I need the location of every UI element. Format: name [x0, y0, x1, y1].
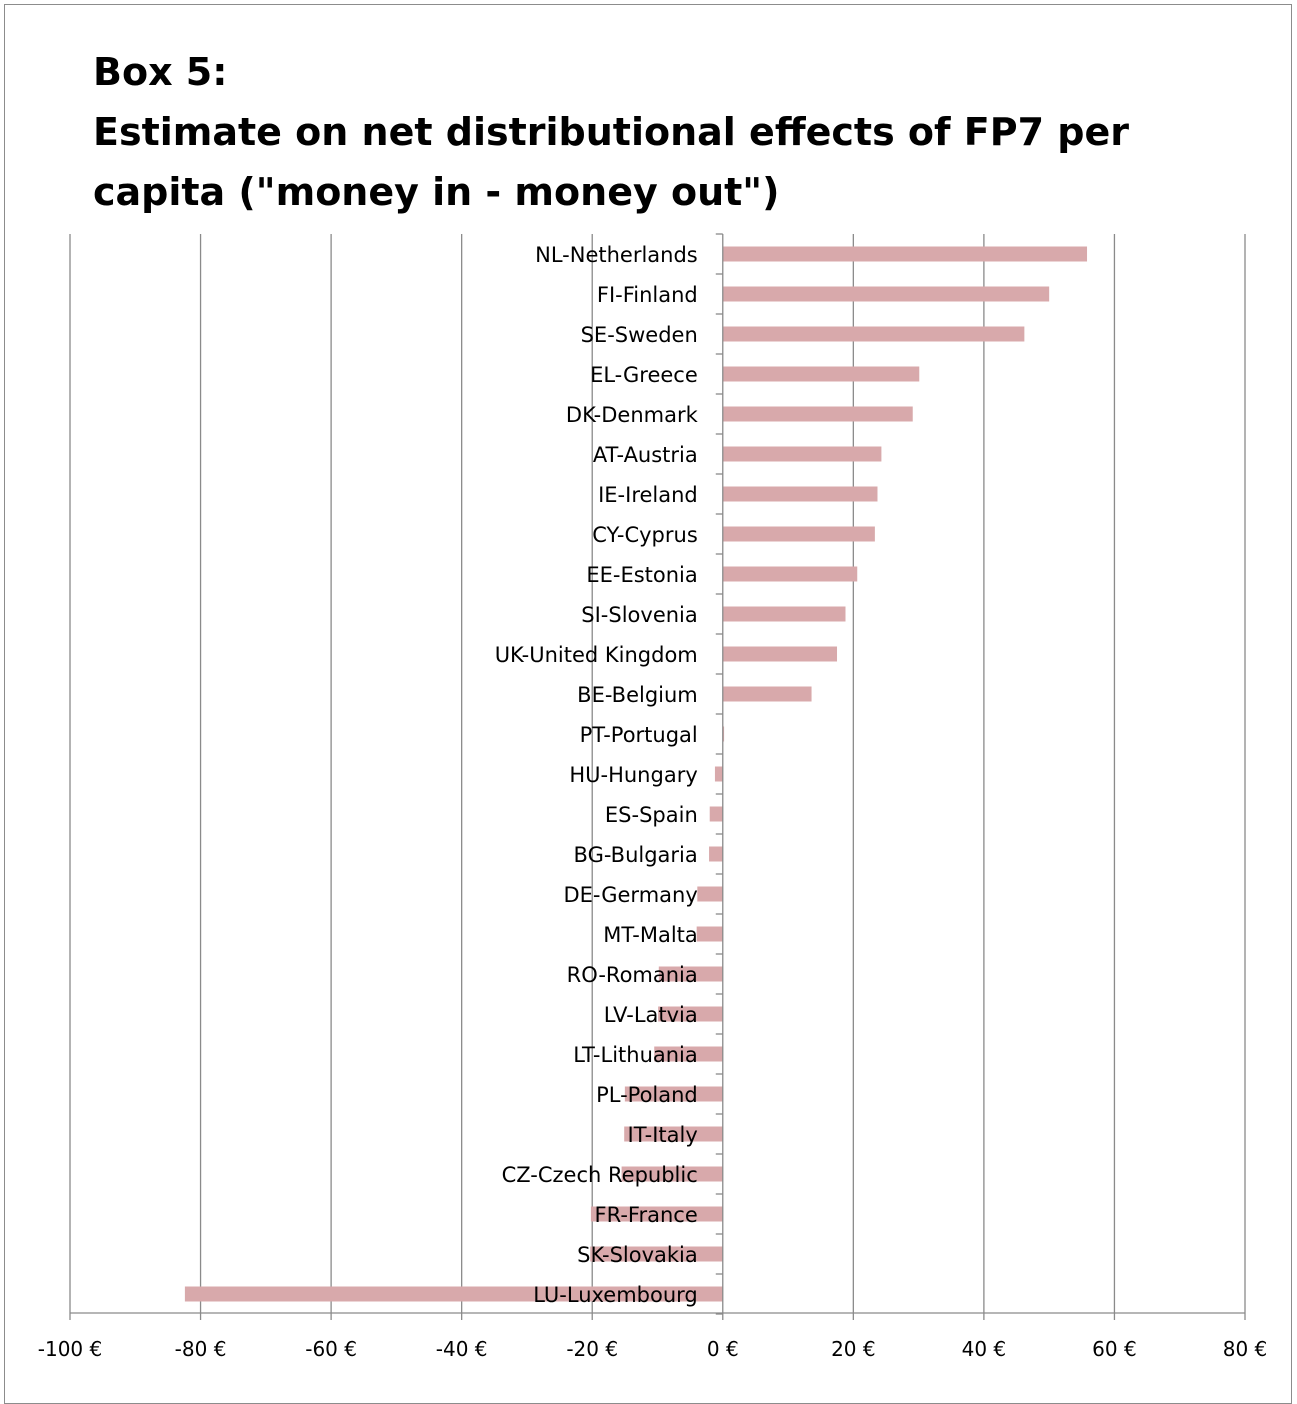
category-label: PL-Poland [596, 1083, 698, 1107]
bar-at-austria [722, 446, 882, 462]
bar-sk-slovakia [590, 1246, 723, 1262]
category-label: DK-Denmark [566, 403, 699, 427]
category-label: BG-Bulgaria [574, 843, 698, 867]
bar-si-slovenia [722, 606, 846, 622]
bar-uk-united-kingdom [722, 646, 838, 662]
x-tick-label: -20 € [566, 1337, 618, 1361]
category-label: SI-Slovenia [581, 603, 697, 627]
bar-hu-hungary [714, 766, 723, 782]
chart-title: Box 5: Estimate on net distributional ef… [93, 42, 1193, 222]
bar-be-belgium [722, 686, 812, 702]
x-tick-label: -100 € [38, 1337, 102, 1361]
category-label: LU-Luxembourg [533, 1283, 697, 1307]
category-label: AT-Austria [593, 443, 698, 467]
bar-es-spain [709, 806, 723, 822]
bar-de-germany [697, 886, 723, 902]
category-label: DE-Germany [563, 883, 697, 907]
bar-fi-finland [722, 286, 1050, 302]
category-label: IT-Italy [628, 1123, 698, 1147]
category-label: EE-Estonia [586, 563, 697, 587]
x-tick-label: 40 € [962, 1337, 1007, 1361]
bar-nl-netherlands [722, 246, 1088, 262]
category-label: CY-Cyprus [592, 523, 698, 547]
bar-el-greece [722, 366, 920, 382]
x-tick-label: 20 € [831, 1337, 876, 1361]
bar-ie-ireland [722, 486, 878, 502]
category-label: NL-Netherlands [535, 243, 698, 267]
category-label: CZ-Czech Republic [502, 1163, 698, 1187]
title-line-2: Estimate on net distributional effects o… [93, 110, 1129, 154]
bar-bg-bulgaria [709, 846, 723, 862]
title-line-1: Box 5: [93, 50, 228, 94]
category-label: BE-Belgium [577, 683, 698, 707]
bar-ee-estonia [722, 566, 858, 582]
x-tick-label: -60 € [305, 1337, 357, 1361]
category-label: EL-Greece [590, 363, 698, 387]
bar-chart: -100 € -80 € -60 € -40 € -20 € 0 € 20 € 40 € 60 … [38, 233, 1268, 1361]
category-label: IE-Ireland [598, 483, 698, 507]
category-label: RO-Romania [567, 963, 698, 987]
bar-lu-luxembourg [184, 1286, 723, 1302]
category-label: HU-Hungary [569, 763, 697, 787]
x-tick-label: 0 € [707, 1337, 739, 1361]
bar-lv-latvia [658, 1006, 723, 1022]
bar-lt-lithuania [654, 1046, 723, 1062]
bar-fr-france [590, 1206, 723, 1222]
category-label: LV-Latvia [604, 1003, 698, 1027]
category-label: ES-Spain [605, 803, 698, 827]
x-tick-label: -40 € [436, 1337, 488, 1361]
category-label: UK-United Kingdom [495, 643, 698, 667]
bar-cy-cyprus [722, 526, 875, 542]
x-tick-label: 60 € [1092, 1337, 1137, 1361]
category-label: FI-Finland [597, 283, 698, 307]
bar-cz-czech-republic [621, 1166, 723, 1182]
x-tick-label: -80 € [175, 1337, 227, 1361]
category-label: MT-Malta [603, 923, 698, 947]
category-label: SE-Sweden [581, 323, 698, 347]
bar-pt-portugal [722, 726, 725, 742]
category-label: PT-Portugal [580, 723, 698, 747]
bar-dk-denmark [722, 406, 913, 422]
title-line-3: capita ("money in - money out") [93, 170, 780, 214]
bar-ro-romania [658, 966, 723, 982]
category-label: LT-Lithuania [573, 1043, 698, 1067]
bar-it-italy [624, 1126, 723, 1142]
bar-se-sweden [722, 326, 1025, 342]
category-label: SK-Slovakia [577, 1243, 698, 1267]
x-tick-label: 80 € [1223, 1337, 1268, 1361]
bar-pl-poland [624, 1086, 723, 1102]
category-label: FR-France [595, 1203, 698, 1227]
bar-mt-malta [696, 926, 723, 942]
